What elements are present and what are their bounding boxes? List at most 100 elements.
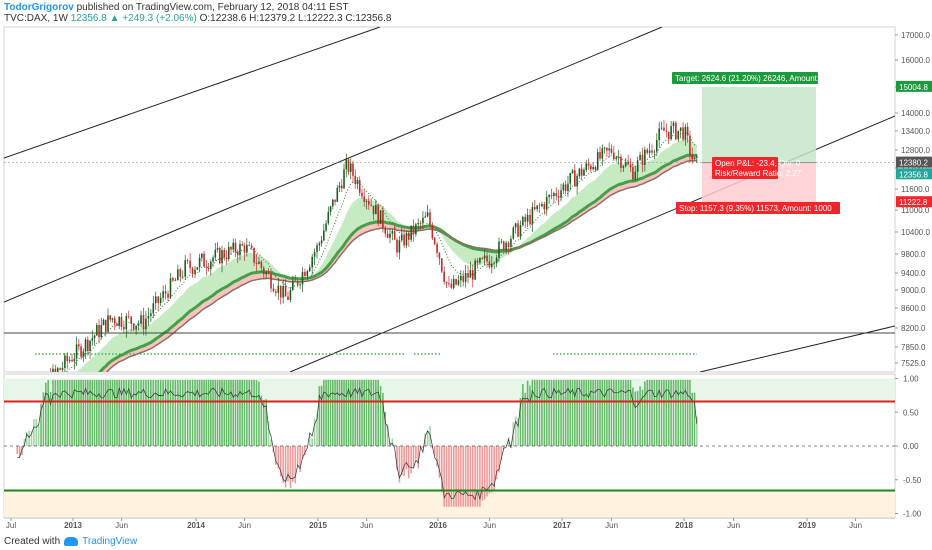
candle-body-146 (358, 179, 361, 193)
candle-body-255 (615, 157, 618, 160)
x-tick-label-5: 2015 (309, 521, 327, 530)
candle-body-76 (196, 267, 199, 270)
candle-body-178 (433, 238, 436, 245)
candle-body-120 (299, 284, 301, 286)
candle-body-218 (529, 214, 531, 225)
candle-body-157 (384, 227, 387, 234)
candle-body-278 (670, 126, 672, 140)
candle-body-17 (56, 368, 59, 372)
candle-body-248 (599, 152, 601, 159)
candle-body-104 (260, 261, 263, 269)
close-value: C:12356.8 (345, 13, 392, 24)
candle-body-282 (679, 127, 682, 131)
candle-body-145 (356, 179, 359, 185)
candle-body-136 (336, 187, 339, 202)
symbol-label[interactable]: TVC:DAX, 1W (4, 13, 68, 24)
candle-body-233 (564, 184, 567, 191)
candle-body-82 (210, 261, 212, 269)
candle-body-36 (100, 325, 103, 338)
candle-body-176 (429, 212, 431, 225)
target-label-text-0: Target: 2624.6 (21.20%) 26246, Amount: 1… (675, 74, 840, 83)
osc-tick-label-0: 1.00 (903, 375, 919, 384)
price-badge-label-0: 15004.8 (899, 83, 928, 92)
candle-body-92 (232, 242, 235, 250)
candle-body-277 (667, 131, 670, 140)
channel-upper-line (4, 27, 381, 159)
candle-body-251 (606, 147, 608, 151)
candle-body-37 (102, 319, 105, 326)
candle-body-245 (592, 167, 594, 170)
x-tick-label-13: 2019 (798, 521, 816, 530)
candle-body-268 (646, 149, 649, 153)
x-tick-label-6: Jun (360, 521, 373, 530)
chart-header: TodorGrigorov published on TradingView.c… (4, 2, 349, 14)
candle-body-242 (585, 163, 588, 170)
price-badge-label-2: 12356.8 (899, 170, 928, 179)
candle-body-121 (301, 271, 304, 285)
osc-line (17, 386, 698, 501)
candle-body-87 (221, 250, 223, 264)
candle-body-166 (405, 232, 408, 246)
candle-body-200 (486, 255, 488, 262)
candle-body-236 (571, 170, 574, 174)
y-tick-label-8: 11000.0 (901, 206, 930, 215)
candle-body-55 (145, 318, 147, 330)
candle-body-50 (132, 323, 135, 330)
candle-body-237 (574, 170, 576, 187)
candle-body-110 (275, 291, 277, 293)
candle-body-185 (450, 283, 453, 288)
candle-body-253 (610, 148, 613, 153)
osc-tick-label-2: 0.00 (903, 442, 919, 451)
candle-body-186 (452, 278, 455, 288)
candle-body-170 (415, 224, 417, 235)
candle-body-165 (403, 234, 405, 246)
ema-thick-line (97, 153, 697, 372)
candle-body-254 (613, 152, 615, 160)
candle-body-127 (316, 245, 318, 253)
created-with-label: Created with (4, 536, 61, 547)
candle-body-48 (127, 315, 130, 317)
candle-body-167 (408, 232, 410, 240)
candle-body-188 (457, 280, 460, 285)
candle-body-57 (150, 313, 152, 316)
candle-body-287 (691, 155, 694, 160)
candle-body-159 (389, 233, 391, 238)
candle-body-111 (277, 285, 280, 293)
candle-body-116 (289, 289, 292, 300)
candle-body-279 (672, 122, 675, 127)
tradingview-brand[interactable]: TradingView (82, 536, 138, 547)
candle-body-238 (576, 175, 578, 187)
candle-body-194 (471, 270, 474, 280)
candle-body-260 (627, 161, 629, 165)
candle-body-150 (367, 200, 370, 205)
candle-body-46 (123, 327, 125, 330)
candle-body-95 (239, 244, 241, 256)
candle-body-103 (258, 261, 260, 264)
candle-body-22 (68, 359, 71, 362)
target-zone (701, 86, 816, 163)
y-tick-label-3: 14000.0 (901, 109, 930, 118)
candle-body-257 (620, 156, 622, 168)
candle-body-274 (660, 127, 663, 129)
ema-fast-dotted (65, 132, 698, 372)
candle-body-151 (370, 204, 372, 206)
candle-body-54 (142, 315, 145, 330)
candle-body-124 (308, 267, 311, 272)
candle-body-264 (636, 160, 639, 172)
candle-body-222 (538, 205, 541, 207)
candle-body-115 (287, 296, 289, 300)
candle-body-211 (512, 227, 515, 239)
candle-body-249 (601, 148, 604, 159)
candle-body-97 (243, 245, 246, 253)
candle-body-213 (517, 223, 519, 237)
candle-body-198 (481, 258, 484, 259)
candle-body-63 (164, 291, 167, 294)
author-link[interactable]: TodorGrigorov (4, 2, 74, 13)
osc-tick-label-3: -0.50 (903, 476, 922, 485)
x-tick-label-14: Jun (849, 521, 862, 530)
candle-body-256 (617, 156, 620, 158)
y-tick-label-11: 9400.0 (901, 269, 926, 278)
candle-body-281 (677, 130, 680, 140)
candle-body-109 (272, 288, 275, 292)
